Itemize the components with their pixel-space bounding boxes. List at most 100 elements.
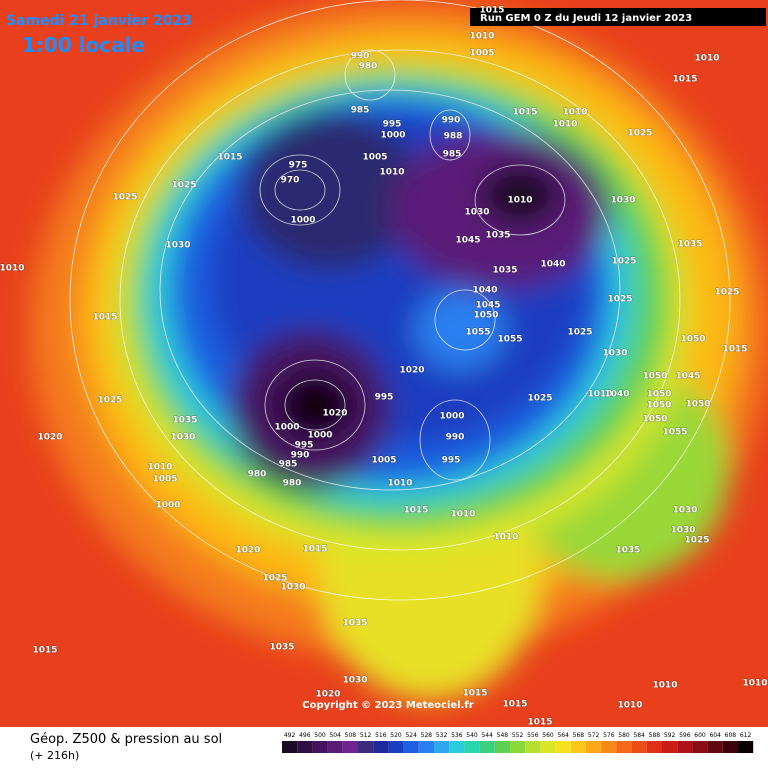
colorbar-label: 560 xyxy=(542,732,554,739)
isobar-label: 1035 xyxy=(492,266,517,276)
isobar-label: 1005 xyxy=(152,475,177,485)
colorbar-label: 524 xyxy=(405,732,417,739)
colorbar-label: 576 xyxy=(603,732,615,739)
colorbar-swatch xyxy=(403,741,419,753)
isobar-label: 1020 xyxy=(315,690,340,700)
isobar-label: 1020 xyxy=(37,433,62,443)
isobar-label: 980 xyxy=(248,470,267,480)
isobar-label: 1015 xyxy=(479,6,504,16)
footer-lead: (+ 216h) xyxy=(30,749,79,762)
colorbar-label: 516 xyxy=(375,732,387,739)
isobar-label: 1005 xyxy=(371,456,396,466)
colorbar-label: 540 xyxy=(466,732,478,739)
isobar-label: 1010 xyxy=(507,196,532,206)
colorbar-label: 588 xyxy=(649,732,661,739)
colorbar-label: 508 xyxy=(345,732,357,739)
isobar-label: 1045 xyxy=(475,301,500,311)
colorbar-label: 528 xyxy=(421,732,433,739)
isobar-label: 980 xyxy=(359,62,378,72)
colorbar-label: 500 xyxy=(314,732,326,739)
isobar-label: 1025 xyxy=(611,257,636,267)
isobar-label: 1030 xyxy=(464,208,489,218)
isobar-label: 1015 xyxy=(302,545,327,555)
isobar-label: 1025 xyxy=(607,295,632,305)
isobar-label: 1015 xyxy=(512,108,537,118)
map-time: 1:00 locale xyxy=(22,33,145,57)
isobar-label: 970 xyxy=(281,176,300,186)
colorbar-swatch xyxy=(449,741,465,753)
colorbar-swatch xyxy=(510,741,526,753)
run-info: Run GEM 0 Z du Jeudi 12 janvier 2023 xyxy=(480,13,692,24)
isobar-label: 1025 xyxy=(527,394,552,404)
isobar-label: 1045 xyxy=(675,372,700,382)
isobar-label: 975 xyxy=(289,161,308,171)
colorbar-swatch xyxy=(373,741,389,753)
run-box xyxy=(470,8,766,26)
colorbar-swatch xyxy=(707,741,723,753)
colorbar-label: 612 xyxy=(740,732,752,739)
colorbar-swatch xyxy=(540,741,556,753)
isobar-label: 1020 xyxy=(399,366,424,376)
isobar-label: 1015 xyxy=(403,506,428,516)
colorbar-label: 520 xyxy=(390,732,402,739)
colorbar-swatch xyxy=(479,741,495,753)
map-field xyxy=(0,0,768,727)
isobar-label: 1015 xyxy=(462,689,487,699)
isobar-label: 1025 xyxy=(262,574,287,584)
isobar-label: 988 xyxy=(444,132,463,142)
isobar-label: 1025 xyxy=(684,536,709,546)
isobar-label: 990 xyxy=(351,52,370,62)
copyright: Copyright © 2023 Meteociel.fr xyxy=(302,700,473,711)
isobar-label: 1030 xyxy=(342,676,367,686)
isobar-label: 1015 xyxy=(217,153,242,163)
colorbar-swatch xyxy=(342,741,358,753)
isobar-label: 1050 xyxy=(642,372,667,382)
isobar-label: 1010 xyxy=(493,533,518,543)
colorbar-swatch xyxy=(418,741,434,753)
isobar-label: 1035 xyxy=(342,619,367,629)
colorbar-swatch xyxy=(525,741,541,753)
colorbar-label: 552 xyxy=(512,732,524,739)
isobar-label: 1010 xyxy=(387,479,412,489)
isobar-label: 1055 xyxy=(465,328,490,338)
isobar-label: 1035 xyxy=(485,231,510,241)
isobar-label: 1030 xyxy=(672,506,697,516)
colorbar-label: 572 xyxy=(588,732,600,739)
isobar-label: 1025 xyxy=(171,181,196,191)
colorbar-label: 544 xyxy=(481,732,493,739)
isobar-label: 1010 xyxy=(469,32,494,42)
colorbar-label: 492 xyxy=(284,732,296,739)
isobar-label: 1010 xyxy=(694,54,719,64)
isobar-label: 1030 xyxy=(280,583,305,593)
isobar-label: 990 xyxy=(442,116,461,126)
isobar-label: 1035 xyxy=(615,546,640,556)
isobar-label: 1045 xyxy=(455,236,480,246)
isobar-label: 1000 xyxy=(290,216,315,226)
colorbar-swatch xyxy=(327,741,343,753)
isobar-label: 1015 xyxy=(527,718,552,728)
isobar-label: 995 xyxy=(295,441,314,451)
isobar-label: 1000 xyxy=(380,131,405,141)
isobar-label: 995 xyxy=(375,393,394,403)
colorbar-swatch xyxy=(616,741,632,753)
isobar-label: 1000 xyxy=(155,501,180,511)
isobar-label: 995 xyxy=(383,120,402,130)
colorbar-label: 564 xyxy=(557,732,569,739)
colorbar-swatch xyxy=(692,741,708,753)
colorbar-swatch xyxy=(282,741,298,753)
isobar-label: 1010 xyxy=(742,679,767,689)
isobar-label: 1000 xyxy=(307,431,332,441)
colorbar-swatch xyxy=(722,741,738,753)
isobar-label: 1040 xyxy=(472,286,497,296)
colorbar-label: 536 xyxy=(451,732,463,739)
colorbar-label: 504 xyxy=(329,732,341,739)
colorbar-label: 556 xyxy=(527,732,539,739)
isobar-label: 1010 xyxy=(147,463,172,473)
isobar-label: 1010 xyxy=(652,681,677,691)
colorbar-swatch xyxy=(738,741,754,753)
colorbar-swatch xyxy=(586,741,602,753)
colorbar-swatch xyxy=(662,741,678,753)
isobar-label: 1035 xyxy=(172,416,197,426)
colorbar-label: 604 xyxy=(709,732,721,739)
